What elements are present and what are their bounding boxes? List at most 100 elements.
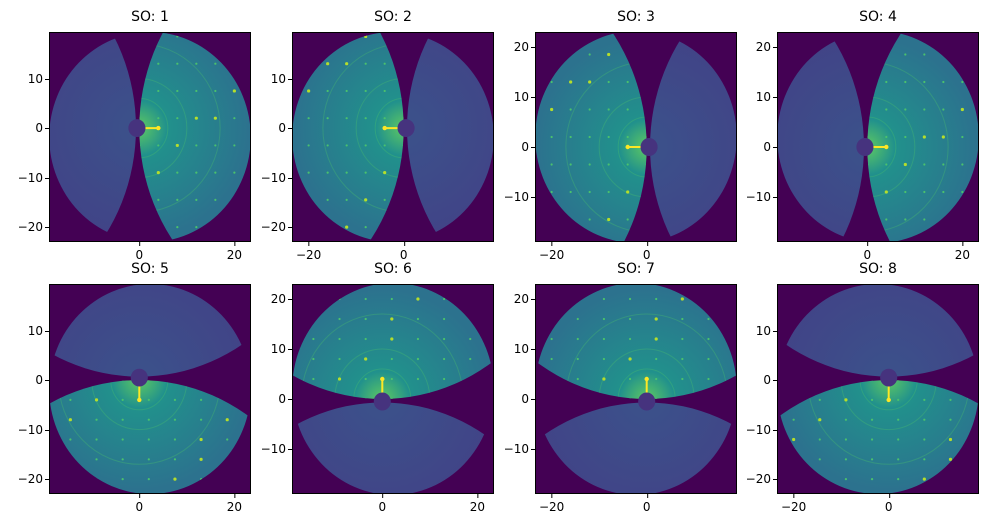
bragg-spot: [818, 418, 822, 422]
bragg-spot: [364, 337, 367, 341]
bright-spot: [625, 144, 630, 150]
bragg-spot: [588, 108, 591, 111]
powder-ring: [301, 313, 464, 399]
bragg-spot: [885, 135, 888, 139]
y-tick-label: 10: [27, 323, 50, 338]
bragg-spot: [550, 190, 553, 194]
image-axes: [535, 284, 737, 494]
bragg-spot: [416, 337, 420, 341]
bragg-spot: [550, 163, 553, 166]
bragg-spot: [416, 297, 420, 301]
bragg-spot: [707, 357, 710, 361]
bragg-spot: [233, 117, 236, 120]
bragg-spot: [326, 117, 329, 120]
bragg-spot: [961, 190, 964, 194]
y-tick-label: −20: [745, 472, 778, 487]
bragg-spot: [923, 458, 926, 461]
bragg-spot: [904, 135, 907, 139]
x-tick-label: −20: [295, 242, 322, 262]
bragg-spot: [383, 171, 387, 175]
beam-stop: [880, 368, 898, 387]
subplot-title: SO: 4: [859, 9, 897, 25]
bragg-spot: [961, 163, 964, 166]
bragg-spot: [147, 398, 150, 401]
bragg-spot: [157, 117, 160, 120]
bragg-spot: [68, 418, 72, 422]
bragg-spot: [602, 377, 606, 381]
bragg-spot: [95, 438, 98, 441]
bragg-spot: [469, 337, 472, 341]
x-tick-label: 0: [642, 494, 651, 514]
bragg-spot: [194, 116, 198, 120]
bragg-spot: [941, 135, 945, 139]
x-tick-label: −20: [538, 494, 565, 514]
bragg-spot: [390, 297, 393, 301]
bragg-spot: [626, 190, 630, 194]
y-tick-label: 0: [278, 121, 292, 136]
bragg-spot: [602, 317, 606, 321]
bragg-spot: [176, 62, 179, 65]
diffraction-image: [49, 284, 251, 494]
bragg-spot: [338, 337, 341, 341]
bragg-spot: [364, 144, 367, 147]
bragg-spot: [654, 317, 658, 321]
powder-ring: [58, 380, 221, 465]
subplot-2: SO: 2 −20 0 10 0 −10 −20: [261, 9, 494, 262]
subplot-title: SO: 6: [374, 261, 412, 277]
bragg-spot: [885, 108, 888, 111]
bragg-spot: [844, 418, 848, 421]
diffraction-image: [292, 284, 494, 494]
bragg-spot: [923, 218, 926, 221]
bragg-spot: [626, 108, 629, 111]
bragg-spot: [147, 478, 150, 481]
bragg-spot: [897, 398, 900, 401]
image-axes: [292, 284, 494, 494]
y-tick-label: 10: [27, 71, 50, 86]
y-tick-label: −10: [260, 170, 293, 185]
bragg-spot: [884, 190, 888, 194]
bragg-spot: [338, 317, 341, 321]
bragg-spot: [904, 80, 907, 84]
bragg-spot: [602, 297, 606, 301]
bragg-spot: [195, 226, 198, 229]
bragg-spot: [121, 478, 124, 481]
bragg-spot: [121, 438, 124, 441]
x-tick-label: 20: [226, 242, 242, 262]
bragg-spot: [923, 438, 926, 441]
y-tick-label: 10: [270, 342, 293, 356]
bragg-spot: [147, 418, 150, 421]
bragg-spot: [588, 53, 591, 56]
beam-stop: [638, 392, 656, 411]
bragg-spot: [307, 171, 310, 174]
bragg-spot: [922, 135, 926, 139]
bragg-spot: [903, 162, 907, 167]
bragg-spot: [681, 317, 684, 321]
bragg-spot: [147, 380, 150, 382]
bragg-spot: [949, 398, 952, 401]
bragg-spot: [628, 377, 632, 381]
bragg-spot: [326, 171, 329, 174]
subplot-8: SO: 8 −20 0 10 0 −10 −20: [746, 261, 979, 514]
bragg-spot: [199, 437, 203, 442]
bragg-spot: [904, 190, 907, 194]
bragg-spot: [383, 62, 386, 65]
beam-stop: [128, 119, 146, 137]
bragg-spot: [607, 108, 610, 111]
bragg-spot: [195, 144, 198, 147]
image-axes: [292, 32, 494, 242]
y-tick-label: 20: [755, 40, 778, 54]
bragg-spot: [655, 377, 658, 381]
powder-ring: [598, 348, 695, 399]
diffraction-image: [49, 32, 251, 242]
bragg-spot: [157, 62, 160, 65]
diffraction-image: [292, 32, 494, 242]
bragg-spot: [626, 163, 629, 166]
bragg-spot: [870, 438, 874, 441]
image-axes: [535, 32, 737, 242]
bragg-spot: [588, 80, 592, 84]
bragg-spot: [469, 357, 472, 361]
powder-ring: [91, 380, 188, 431]
bragg-spot: [416, 317, 420, 321]
subplot-6: SO: 6 0 20 20 10 0 −10: [261, 261, 494, 514]
bragg-spot: [121, 418, 124, 421]
